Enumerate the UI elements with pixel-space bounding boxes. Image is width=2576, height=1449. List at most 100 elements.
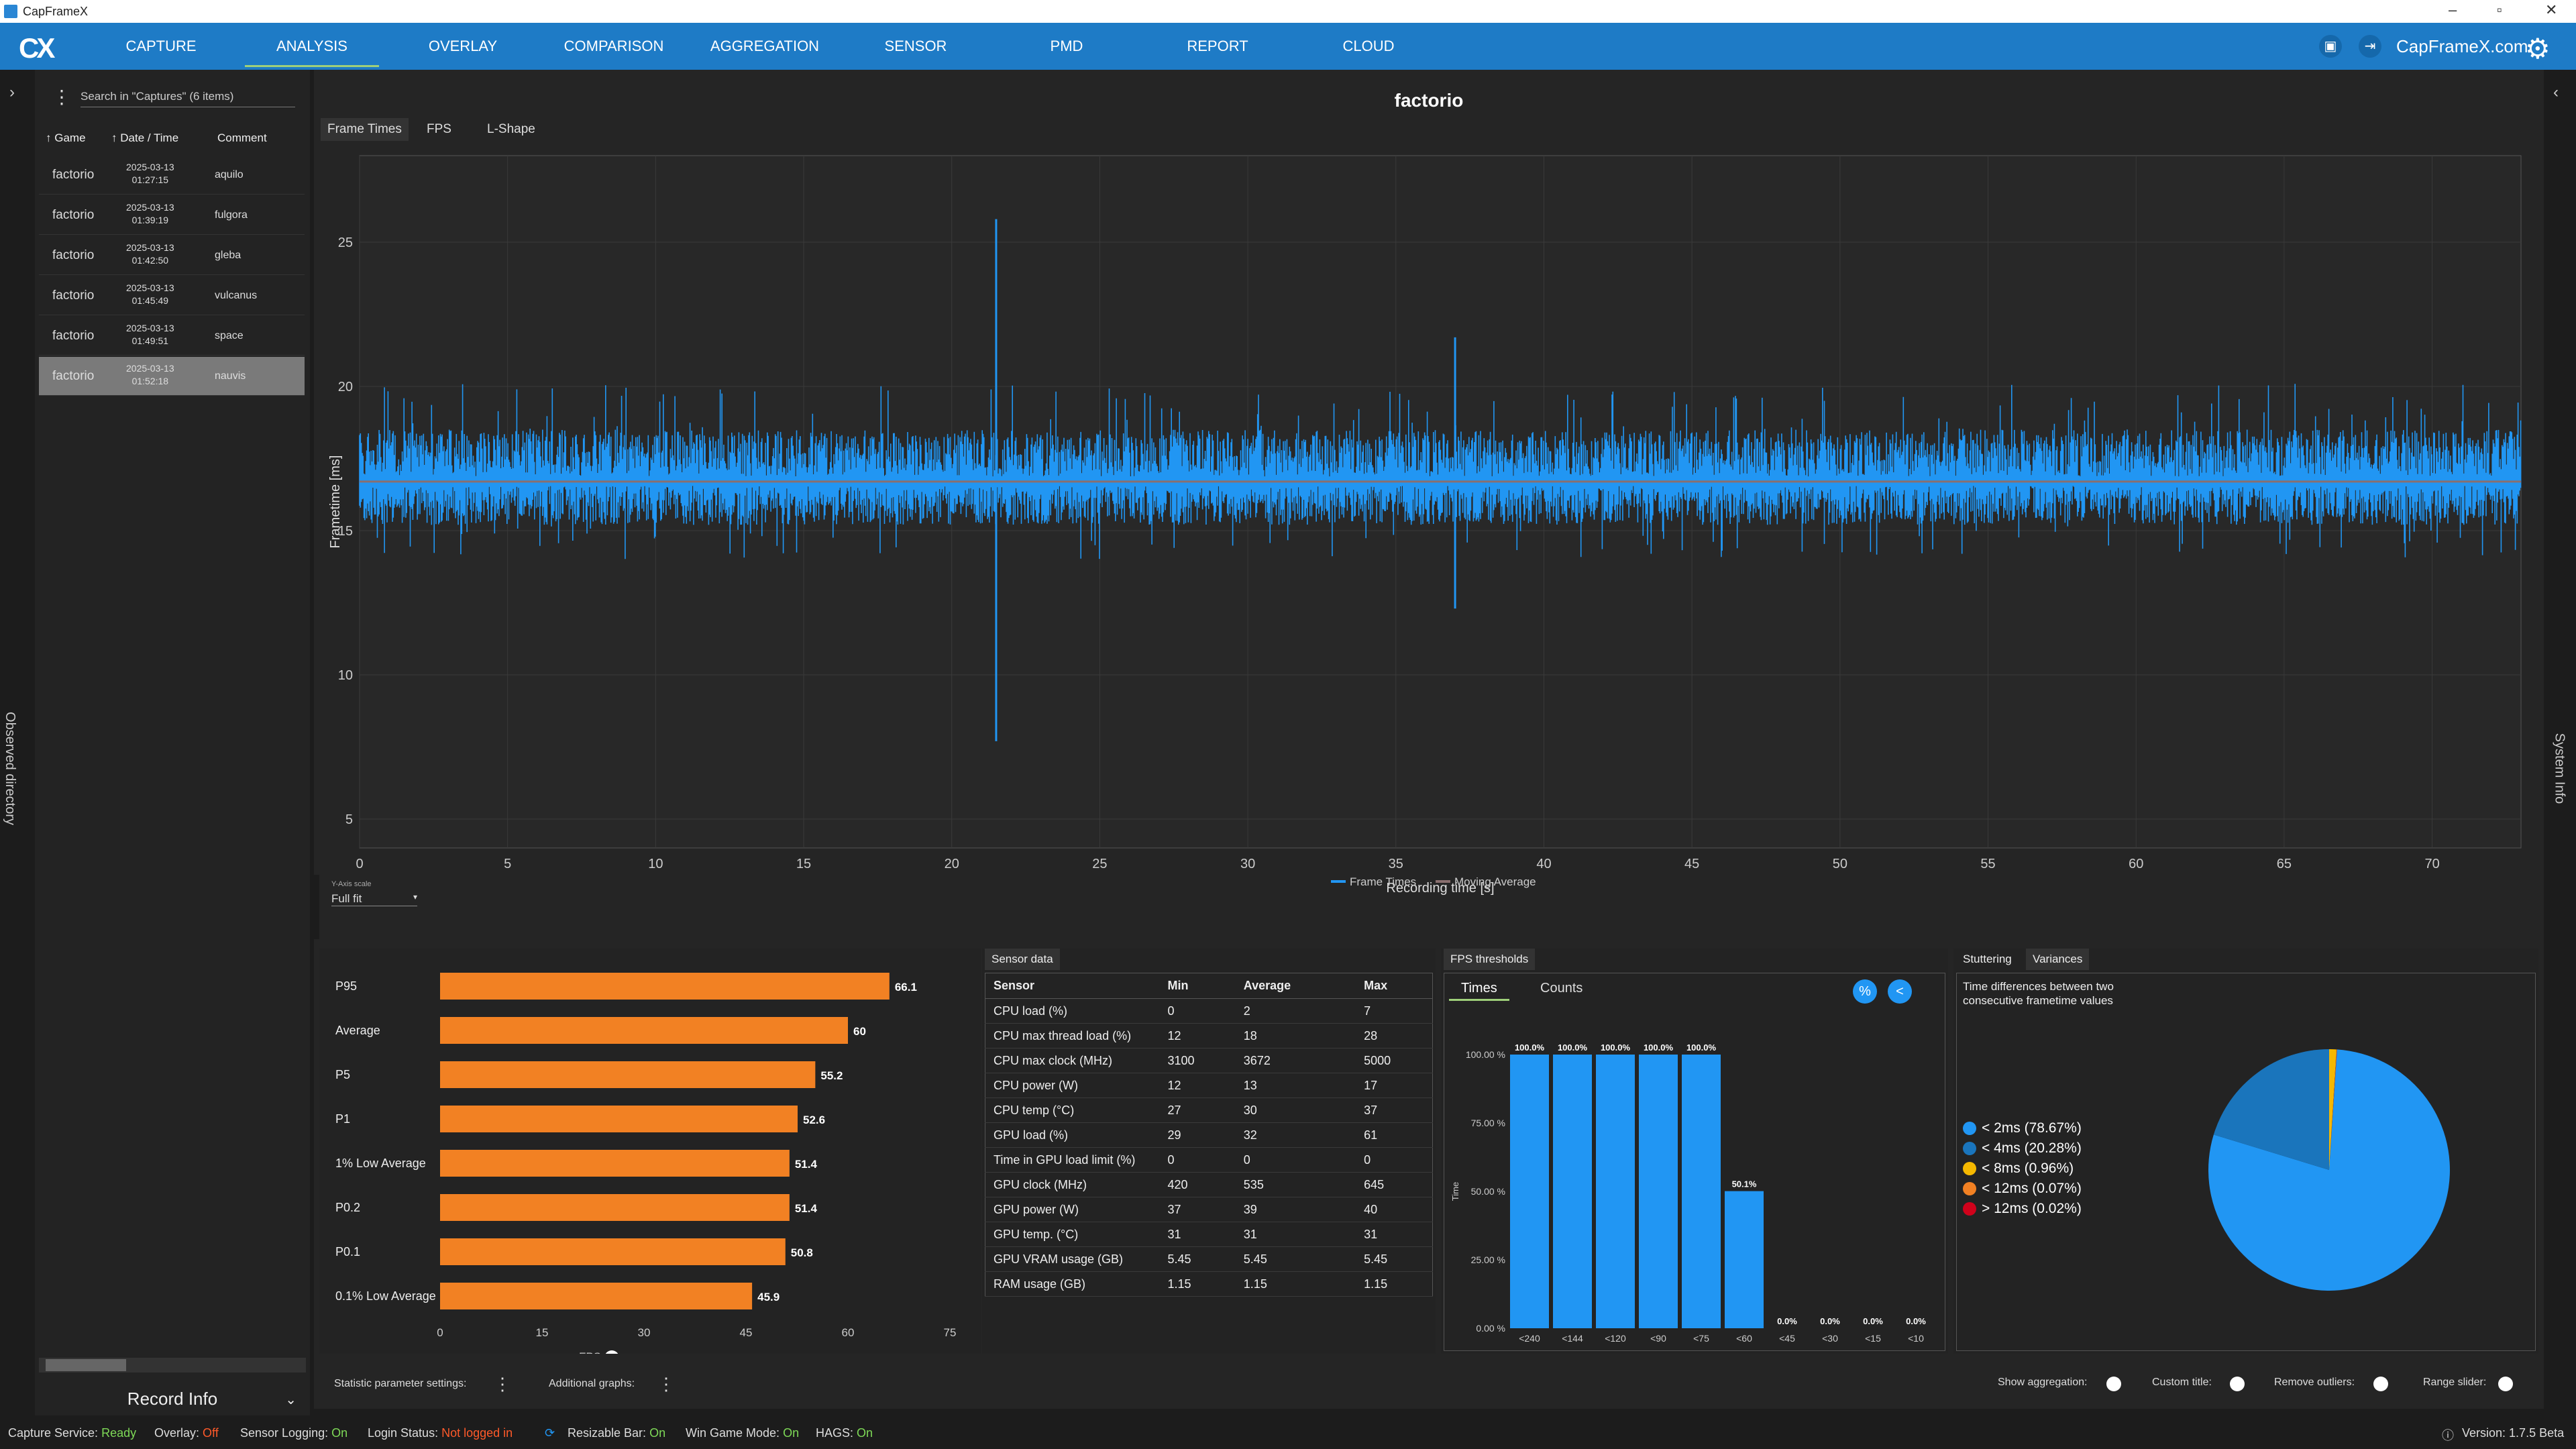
nav-pmd[interactable]: PMD [1050,38,1083,54]
capture-row[interactable]: factorio 2025-03-13 01:52:18 nauvis [39,357,305,396]
resizable-bar-label: Resizable Bar: [568,1426,647,1440]
remove-outliers-toggle[interactable] [2373,1377,2388,1391]
x-tick-label: 70 [2424,857,2439,871]
observed-directory-label[interactable]: Observed directory [2,712,17,825]
hags-value: On [857,1426,873,1440]
y-axis-scale-select[interactable]: Full fit ▾ [331,892,417,906]
sensor-cell: 27 [1159,1097,1236,1123]
horizontal-scrollbar[interactable] [39,1358,306,1373]
nav-analysis[interactable]: ANALYSIS [245,38,379,67]
sensor-cell: 7 [1356,998,1433,1024]
threshold-y-tick: 0.00 % [1476,1323,1505,1334]
nav-capture[interactable]: CAPTURE [125,38,197,54]
custom-title-toggle[interactable] [2230,1377,2245,1391]
fps-ms-toggle [604,1350,619,1365]
refresh-icon[interactable]: ⟳ [545,1426,555,1440]
capture-row[interactable]: factorio 2025-03-13 01:45:49 vulcanus [39,276,305,315]
stat-label: 1% Low Average [335,1157,426,1170]
nav-comparison[interactable]: COMPARISON [564,38,664,54]
sensor-cell: 0 [1235,1147,1356,1173]
tab-counts[interactable]: Counts [1540,981,1583,996]
more-options-icon[interactable]: ⋮ [52,87,71,107]
sort-date-header[interactable]: ↑ Date / Time [111,131,179,144]
tab-variances[interactable]: Variances [2026,949,2090,970]
fps-thresholds-chart[interactable]: Time 100.00 % 75.00 % 50.00 % 25.00 % 0.00 % 1… [1441,949,1948,1354]
app-logo-icon [4,5,17,18]
record-info-expander[interactable]: Record Info ⌄ [39,1378,306,1418]
col-comment-label[interactable]: Comment [217,131,267,144]
col-date-label: Date / Time [120,131,179,144]
sensor-col-header[interactable]: Sensor [985,973,1160,999]
nav-aggregation[interactable]: AGGREGATION [710,38,820,54]
tab-fps[interactable]: FPS [427,122,451,136]
statistics-bar-chart[interactable]: P95 66.1 Average 60 P5 55.2 P1 52.6 1% Low Avera… [319,949,981,1365]
stat-x-tick: 0 [437,1326,443,1339]
capture-row[interactable]: factorio 2025-03-13 01:27:15 aquilo [39,156,305,195]
show-aggregation-toggle[interactable] [2106,1377,2121,1391]
tab-frame-times[interactable]: Frame Times [321,118,409,141]
sort-game-header[interactable]: ↑ Game [46,131,86,144]
capture-service-value: Ready [101,1426,137,1440]
sensor-cell: 39 [1235,1197,1356,1222]
settings-gear-icon[interactable]: ⚙ [2525,33,2551,64]
stat-label: P1 [335,1112,350,1126]
close-icon[interactable]: ✕ [2545,1,2558,18]
capture-service-label: Capture Service: [8,1426,99,1440]
range-slider-toggle[interactable] [2498,1377,2513,1391]
captures-search-input[interactable]: Search in "Captures" (6 items) [80,86,295,107]
variance-legend-item: < 4ms (20.28%) [1963,1140,2082,1157]
y-axis-scale-control[interactable]: Y-Axis scale Full fit ▾ [331,880,417,906]
share-button[interactable]: < [1888,979,1912,1004]
nav-cloud[interactable]: CLOUD [1342,38,1395,54]
stat-bar [440,1238,786,1265]
capture-comment: vulcanus [215,290,258,301]
login-icon[interactable]: ⇥ [2359,35,2381,58]
statistic-settings-menu-icon[interactable]: ⋮ [494,1374,511,1394]
stat-x-tick: 45 [740,1326,753,1339]
capture-row[interactable]: factorio 2025-03-13 01:39:19 fulgora [39,196,305,235]
stat-value: 66.1 [895,981,917,994]
maximize-icon[interactable]: ▫ [2497,1,2502,18]
sensor-cell: 5.45 [1356,1246,1433,1272]
additional-graphs-menu-icon[interactable]: ⋮ [657,1374,675,1394]
stat-x-tick: 75 [944,1326,957,1339]
frametime-chart[interactable]: 0 5 10 15 20 25 30 35 40 45 50 55 60 65 70 5 10 15 20 25 Rec… [319,142,2544,1008]
threshold-bar-label: 0.0% [1820,1316,1840,1326]
sensor-col-header[interactable]: Min [1159,973,1236,999]
site-link[interactable]: CapFrameX.com [2396,36,2528,56]
threshold-bar-label: 100.0% [1686,1042,1717,1053]
tab-times[interactable]: Times [1449,978,1509,1001]
nav-sensor[interactable]: SENSOR [884,38,947,54]
sensor-col-header[interactable]: Max [1356,973,1433,999]
threshold-y-tick: 50.00 % [1471,1186,1505,1197]
capture-row[interactable]: factorio 2025-03-13 01:42:50 gleba [39,236,305,275]
scrollbar-thumb[interactable] [46,1359,126,1371]
chart-title: factorio [1394,90,1464,111]
tab-stuttering[interactable]: Stuttering [1963,953,2012,965]
sensor-cell: 3100 [1159,1048,1236,1073]
variances-pie-chart[interactable] [2188,1029,2470,1311]
system-info-label[interactable]: System Info [2552,733,2567,804]
minimize-icon[interactable]: – [2449,1,2457,18]
capframex-logo-icon[interactable]: CX [19,32,55,64]
nav-report[interactable]: REPORT [1187,38,1248,54]
stat-label: P0.1 [335,1245,360,1258]
tab-l-shape[interactable]: L-Shape [487,122,535,136]
y-axis-scale-label: Y-Axis scale [331,880,372,888]
capture-row[interactable]: factorio 2025-03-13 01:49:51 space [39,317,305,356]
percent-toggle-button[interactable]: % [1853,979,1877,1004]
variance-legend-item: > 12ms (0.02%) [1963,1201,2082,1217]
sensor-col-header[interactable]: Average [1235,973,1356,999]
sensor-panel: Sensor data Sensor Min Average Max CPU load … [982,949,1436,1354]
win-game-mode-value: On [783,1426,800,1440]
stat-value: 60 [853,1025,866,1038]
analysis-main-panel: factorio Frame Times FPS L-Shape 0 5 10 15 2… [314,70,2544,1008]
collapse-chevron-icon[interactable]: ‹ [2553,83,2559,101]
nav-overlay[interactable]: OVERLAY [428,38,498,54]
expand-chevron-icon[interactable]: › [9,83,15,101]
login-status-label: Login Status: [368,1426,439,1440]
sensor-cell: 13 [1235,1073,1356,1098]
capture-datetime: 2025-03-13 01:42:50 [126,242,174,266]
variance-legend-item: < 12ms (0.07%) [1963,1181,2082,1197]
screenshot-icon[interactable]: ▣ [2319,35,2342,58]
